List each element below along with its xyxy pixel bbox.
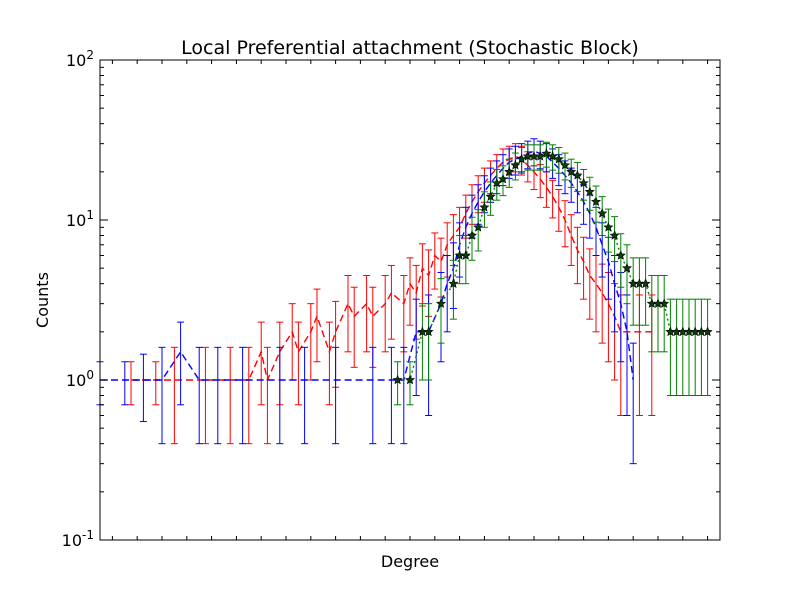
- y-tick-label: 101: [66, 208, 94, 230]
- data-point-star: [510, 159, 521, 170]
- y-tick-exponent: 2: [86, 48, 94, 62]
- data-point-star: [485, 191, 496, 201]
- x-axis-label: Degree: [381, 552, 439, 571]
- data-point-star: [559, 159, 571, 170]
- data-point-star: [404, 374, 416, 385]
- data-point-star: [479, 202, 490, 212]
- y-axis-label: Counts: [33, 272, 52, 328]
- y-tick-label: 100: [66, 368, 94, 390]
- data-point-star: [435, 298, 447, 308]
- chart-title: Local Preferential attachment (Stochasti…: [181, 37, 639, 59]
- data-point-star: [566, 166, 577, 177]
- data-point-star: [535, 151, 546, 161]
- data-point-star: [597, 208, 608, 218]
- y-tick-exponent: 0: [86, 368, 94, 382]
- y-tick-exponent: -1: [82, 528, 94, 542]
- data-point-star: [497, 173, 509, 184]
- data-point-star: [578, 177, 589, 188]
- data-point-star: [621, 262, 633, 273]
- y-tick-base: 10: [62, 531, 82, 550]
- series-line: [100, 150, 634, 381]
- data-point-star: [473, 222, 484, 232]
- series-2: [392, 141, 713, 406]
- data-point-star: [640, 278, 651, 288]
- data-point-star: [659, 298, 670, 308]
- y-tick-base: 10: [66, 211, 86, 230]
- data-point-star: [466, 230, 478, 240]
- data-point-star: [702, 326, 713, 337]
- data-point-star: [491, 177, 502, 188]
- y-tick-exponent: 1: [86, 208, 94, 222]
- data-point-star: [572, 170, 583, 180]
- plot-area: [96, 138, 713, 465]
- y-tick-base: 10: [66, 371, 86, 390]
- data-point-star: [584, 186, 595, 197]
- data-point-star: [590, 196, 602, 207]
- y-tick-label: 102: [66, 48, 94, 70]
- data-point-star: [603, 222, 614, 232]
- data-point-star: [423, 326, 434, 337]
- y-tick-label: 10-1: [62, 528, 94, 550]
- data-point-star: [448, 278, 459, 288]
- data-point-star: [553, 153, 564, 164]
- data-point-star: [460, 250, 471, 260]
- data-point-star: [615, 250, 626, 260]
- data-point-star: [504, 166, 515, 177]
- series-line: [131, 155, 652, 383]
- data-point-star: [392, 374, 403, 385]
- data-point-star: [516, 153, 527, 164]
- y-tick-base: 10: [66, 51, 86, 70]
